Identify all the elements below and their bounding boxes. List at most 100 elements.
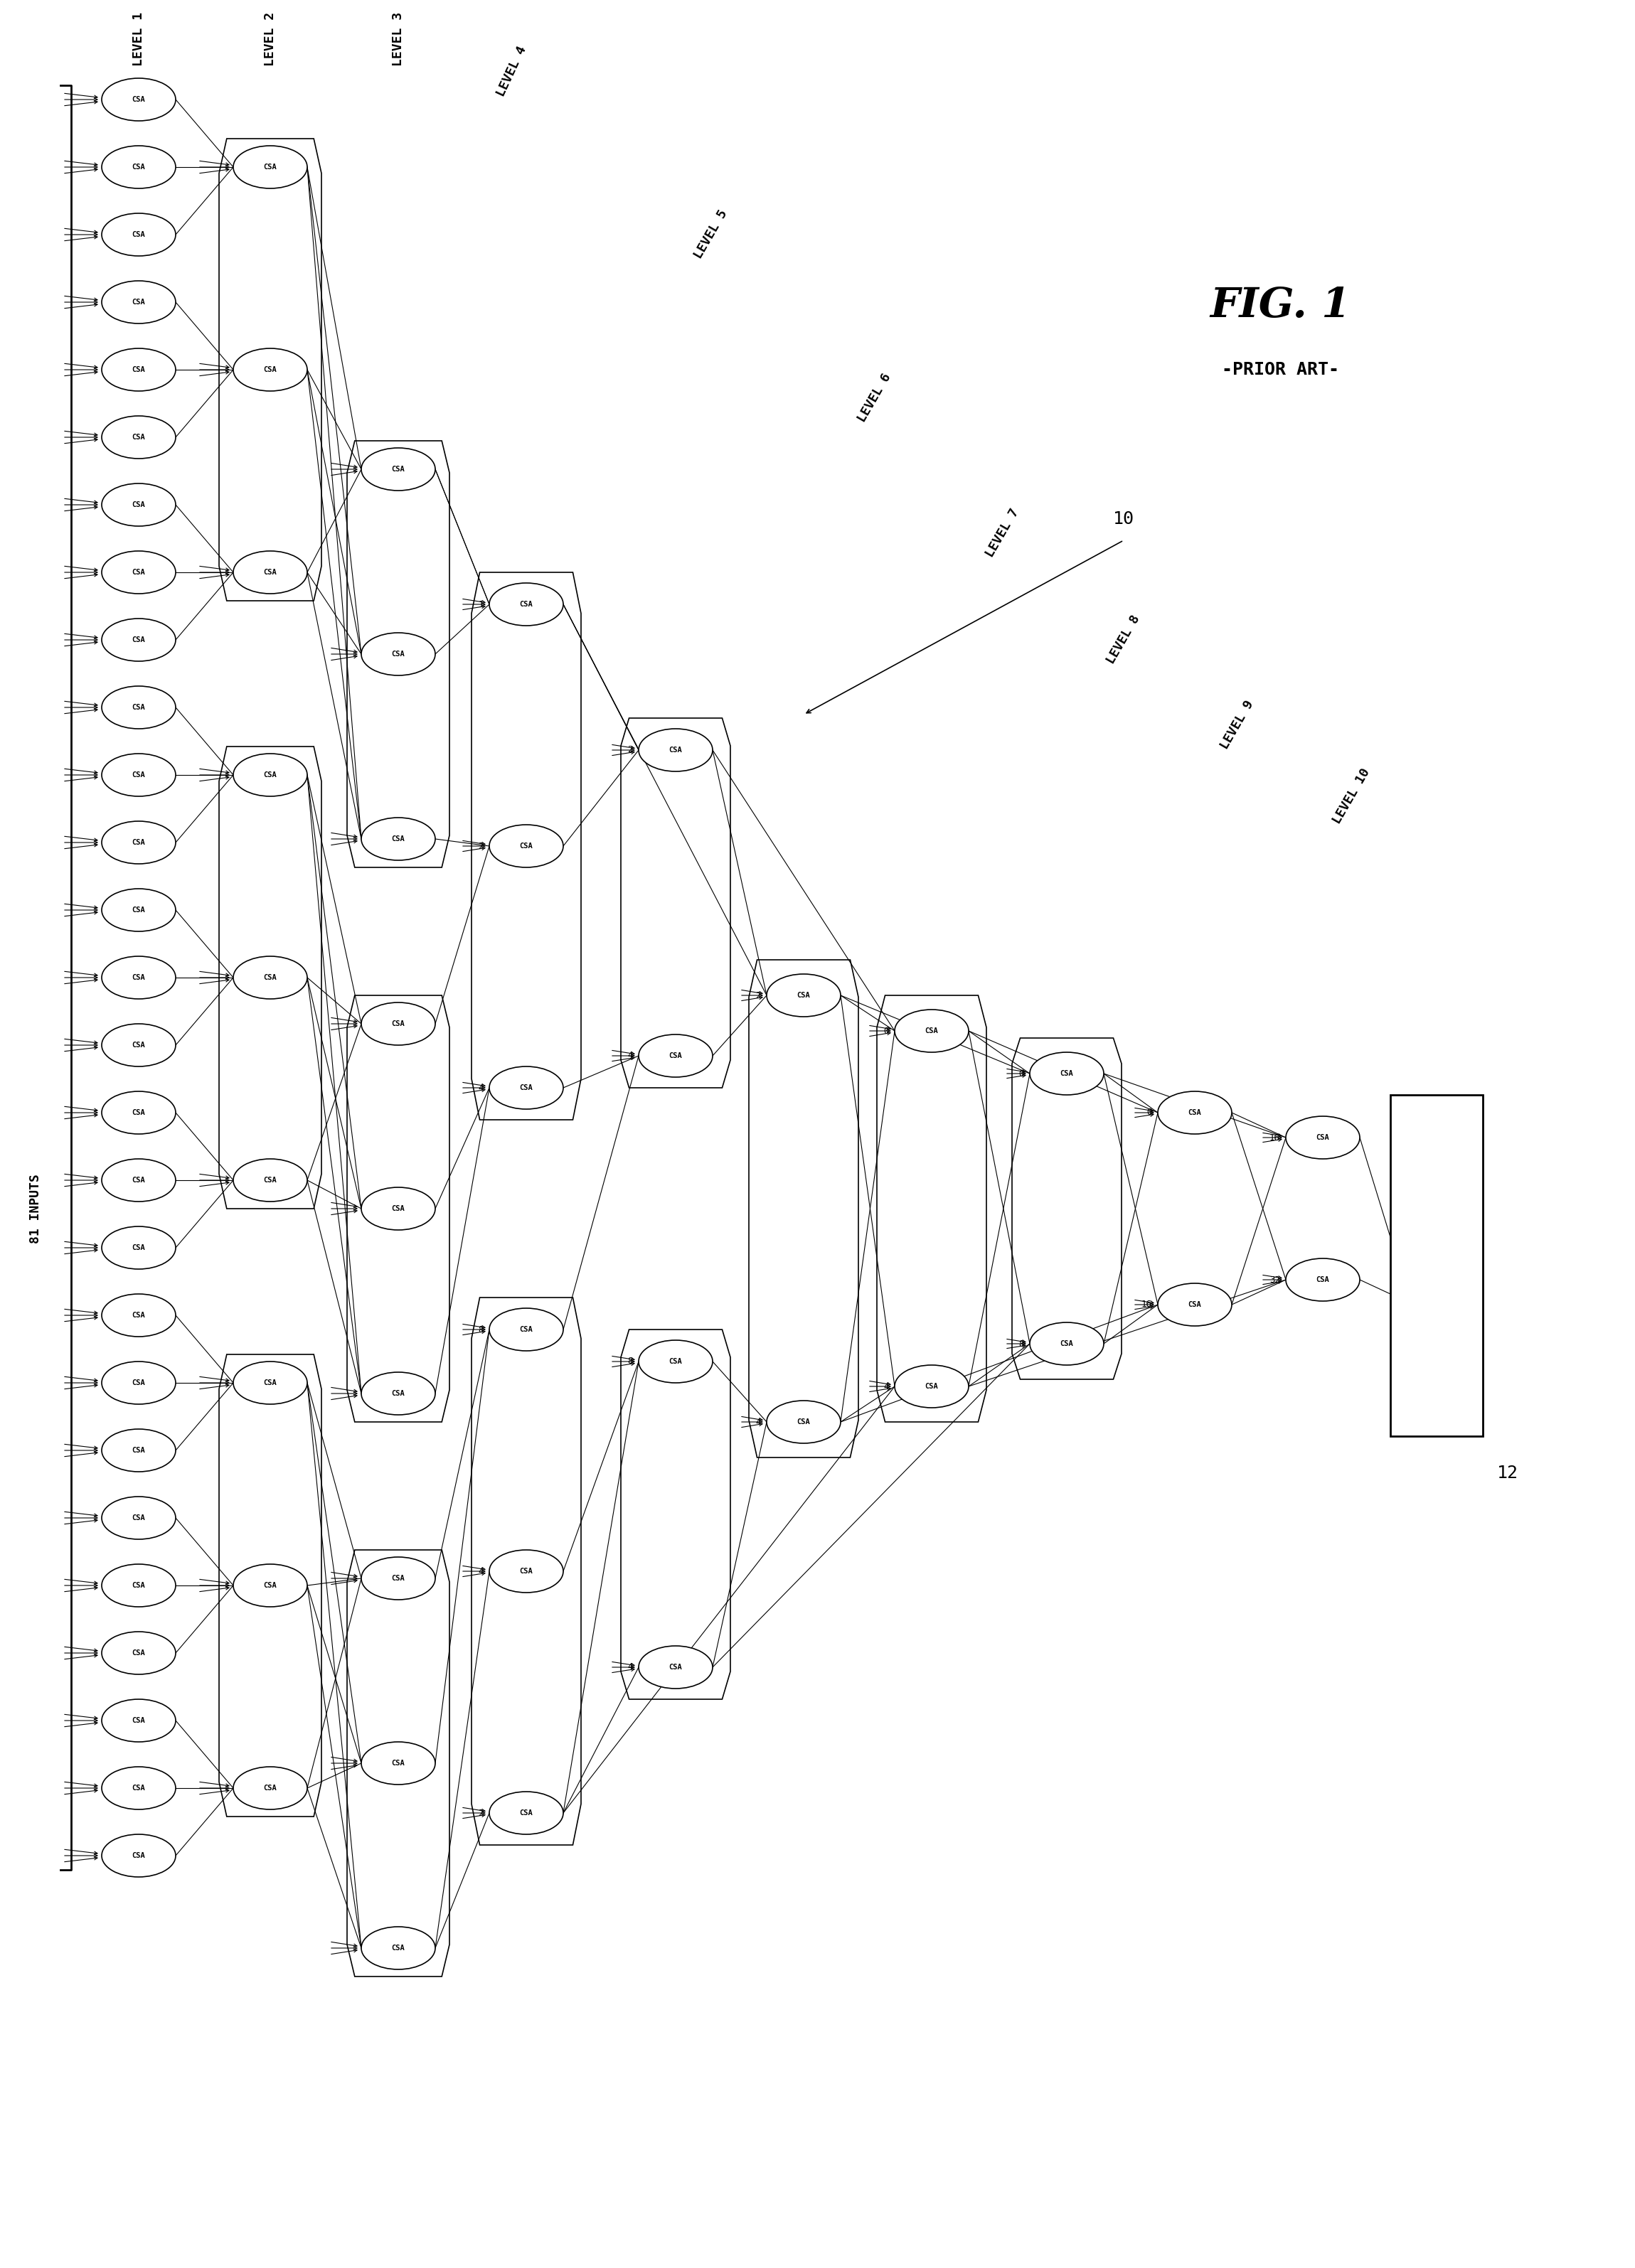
Ellipse shape xyxy=(101,1091,175,1134)
Text: CSA: CSA xyxy=(132,703,146,710)
Text: CSA: CSA xyxy=(796,1418,811,1427)
Ellipse shape xyxy=(234,1767,307,1810)
Ellipse shape xyxy=(101,349,175,390)
Text: CSA: CSA xyxy=(132,1379,146,1386)
Text: CSA: CSA xyxy=(263,365,276,374)
Text: CSA: CSA xyxy=(132,1109,146,1116)
Ellipse shape xyxy=(101,957,175,998)
Ellipse shape xyxy=(101,1631,175,1674)
Ellipse shape xyxy=(101,1835,175,1878)
Ellipse shape xyxy=(489,1792,562,1835)
Ellipse shape xyxy=(101,1767,175,1810)
Text: CSA: CSA xyxy=(669,1665,682,1672)
Text: CSA: CSA xyxy=(263,1581,276,1590)
Text: CSA: CSA xyxy=(263,973,276,982)
Text: CSA: CSA xyxy=(132,1515,146,1522)
Text: CSA: CSA xyxy=(263,163,276,170)
Text: CSA: CSA xyxy=(392,1390,405,1397)
Text: CSA: CSA xyxy=(263,1177,276,1184)
Ellipse shape xyxy=(489,826,562,866)
Text: CSA: CSA xyxy=(263,1785,276,1792)
Ellipse shape xyxy=(101,1361,175,1404)
Text: CSA: CSA xyxy=(263,771,276,778)
Text: LEVEL 10: LEVEL 10 xyxy=(1331,767,1372,826)
Text: CSA: CSA xyxy=(1059,1340,1074,1347)
Text: CSA: CSA xyxy=(392,1574,405,1581)
Ellipse shape xyxy=(489,1066,562,1109)
Text: CSA: CSA xyxy=(520,601,533,608)
Text: CSA: CSA xyxy=(392,835,405,841)
Ellipse shape xyxy=(101,687,175,728)
Text: 4: 4 xyxy=(628,1662,633,1672)
Ellipse shape xyxy=(489,583,562,626)
Ellipse shape xyxy=(1030,1052,1104,1095)
Text: 1: 1 xyxy=(479,599,484,608)
Ellipse shape xyxy=(101,821,175,864)
Text: CSA: CSA xyxy=(132,1853,146,1860)
Ellipse shape xyxy=(361,1928,435,1969)
Ellipse shape xyxy=(361,1188,435,1229)
Text: CSA: CSA xyxy=(132,973,146,982)
Ellipse shape xyxy=(101,77,175,120)
Ellipse shape xyxy=(361,633,435,676)
Text: FIG. 1: FIG. 1 xyxy=(1210,286,1351,327)
Text: CSA: CSA xyxy=(132,501,146,508)
Text: CSA: CSA xyxy=(132,1041,146,1048)
Text: CSA: CSA xyxy=(132,1717,146,1724)
Text: 4: 4 xyxy=(479,1567,484,1576)
Ellipse shape xyxy=(101,213,175,256)
Ellipse shape xyxy=(101,1429,175,1472)
Text: CSA: CSA xyxy=(520,1084,533,1091)
Text: 4: 4 xyxy=(755,1418,760,1427)
Text: CSA: CSA xyxy=(520,841,533,850)
Ellipse shape xyxy=(234,551,307,594)
Ellipse shape xyxy=(1285,1116,1360,1159)
Text: LEVEL 1: LEVEL 1 xyxy=(132,11,146,66)
Text: CSA: CSA xyxy=(132,839,146,846)
Text: CSA: CSA xyxy=(132,771,146,778)
Text: 2: 2 xyxy=(479,841,484,850)
Ellipse shape xyxy=(1285,1259,1360,1302)
Ellipse shape xyxy=(894,1009,968,1052)
Text: 10: 10 xyxy=(1113,510,1135,528)
Text: 4: 4 xyxy=(883,1381,889,1390)
Ellipse shape xyxy=(101,1565,175,1606)
Ellipse shape xyxy=(1030,1322,1104,1365)
Ellipse shape xyxy=(234,753,307,796)
Text: 8: 8 xyxy=(1019,1338,1024,1349)
Text: CSA: CSA xyxy=(132,1649,146,1656)
Ellipse shape xyxy=(489,1309,562,1352)
Text: CSA: CSA xyxy=(520,1810,533,1817)
Text: 2: 2 xyxy=(755,991,760,1000)
Ellipse shape xyxy=(101,1497,175,1540)
Text: CSA: CSA xyxy=(132,1245,146,1252)
Text: 4: 4 xyxy=(479,1084,484,1093)
Text: 0: 0 xyxy=(1019,1068,1024,1077)
Text: CSA: CSA xyxy=(132,95,146,102)
Text: CSA: CSA xyxy=(520,1327,533,1334)
Ellipse shape xyxy=(361,1372,435,1415)
Text: LEVEL 7: LEVEL 7 xyxy=(984,506,1022,560)
Ellipse shape xyxy=(767,1402,840,1442)
Text: 0: 0 xyxy=(883,1027,889,1036)
Ellipse shape xyxy=(101,415,175,458)
Ellipse shape xyxy=(361,447,435,490)
Text: LEVEL 8: LEVEL 8 xyxy=(1105,612,1143,667)
Ellipse shape xyxy=(639,1647,713,1690)
Text: CSA: CSA xyxy=(925,1383,938,1390)
Text: CSA: CSA xyxy=(1059,1070,1074,1077)
Ellipse shape xyxy=(489,1549,562,1592)
Text: CSA: CSA xyxy=(669,1359,682,1365)
Ellipse shape xyxy=(101,551,175,594)
Ellipse shape xyxy=(101,1227,175,1270)
Text: CSA: CSA xyxy=(132,1785,146,1792)
Text: CSA: CSA xyxy=(669,1052,682,1059)
Text: CSA: CSA xyxy=(132,1311,146,1320)
Text: 16: 16 xyxy=(1141,1300,1153,1309)
Text: CSA: CSA xyxy=(132,163,146,170)
Text: CSA: CSA xyxy=(132,1581,146,1590)
Text: 32: 32 xyxy=(1269,1275,1280,1284)
Text: CSA: CSA xyxy=(392,651,405,658)
Ellipse shape xyxy=(361,819,435,860)
Text: CSA: CSA xyxy=(796,991,811,998)
